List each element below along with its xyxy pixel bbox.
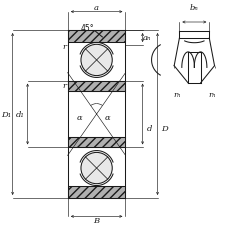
Polygon shape [68,31,125,42]
Polygon shape [68,137,125,148]
Text: rₙ: rₙ [173,91,180,99]
Text: a: a [94,4,99,12]
Text: r: r [63,82,67,90]
Circle shape [81,45,112,76]
Text: rₙ: rₙ [207,91,214,99]
Text: aₙ: aₙ [142,34,150,42]
Text: bₙ: bₙ [189,4,198,12]
Text: B: B [93,216,99,224]
Text: r: r [63,43,67,51]
Text: 45°: 45° [80,24,93,33]
Text: D: D [160,124,167,132]
Text: α: α [104,113,110,121]
Polygon shape [68,81,125,92]
Text: α: α [76,113,82,121]
Text: D₁: D₁ [1,111,11,118]
Text: d₁: d₁ [16,111,25,118]
Text: d: d [146,124,151,132]
Circle shape [81,153,112,184]
Polygon shape [68,187,125,198]
